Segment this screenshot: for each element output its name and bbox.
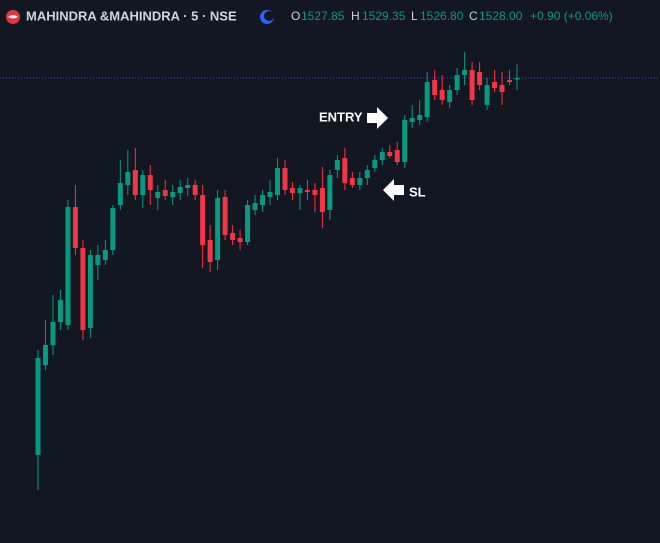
- low-value: 1526.80: [420, 9, 464, 23]
- candle-body: [50, 322, 56, 345]
- candle-body: [162, 190, 168, 196]
- candle-body: [364, 170, 370, 178]
- candle-body: [177, 187, 183, 193]
- candle-body: [297, 188, 303, 193]
- candle-body: [87, 255, 93, 328]
- candle-body: [185, 185, 191, 188]
- candle-body: [409, 118, 415, 122]
- open-value: 1527.85: [301, 9, 345, 23]
- candle-body: [237, 238, 243, 242]
- candle-body: [507, 80, 513, 82]
- candle-body: [439, 90, 445, 100]
- candle-body: [319, 188, 325, 212]
- candle-body: [267, 192, 273, 197]
- change-value: +0.90 (+0.06%): [530, 9, 613, 23]
- candle-body: [372, 160, 378, 168]
- symbol-title: MAHINDRA &MAHINDRA · 5 · NSE: [26, 8, 237, 23]
- candle-body: [245, 205, 251, 242]
- candle-body: [312, 190, 318, 195]
- candle-body: [499, 85, 505, 92]
- candle-body: [80, 248, 86, 330]
- candle-body: [432, 80, 438, 95]
- high-value: 1529.35: [362, 9, 406, 23]
- candle-body: [170, 192, 176, 197]
- candle-body: [469, 70, 475, 100]
- candle-body: [334, 160, 340, 170]
- close-value: 1528.00: [479, 9, 523, 23]
- sl-label: SL: [409, 184, 426, 199]
- candle-body: [117, 183, 123, 205]
- low-label: L: [411, 9, 418, 23]
- candle-body: [394, 150, 400, 162]
- candle-body: [402, 120, 408, 162]
- candle-body: [304, 190, 310, 192]
- candle-body: [260, 195, 266, 205]
- candle-body: [35, 358, 41, 455]
- candle-body: [484, 85, 490, 105]
- candle-body: [95, 255, 101, 265]
- candle-body: [140, 175, 146, 195]
- candle-body: [424, 82, 430, 117]
- candle-body: [200, 195, 206, 245]
- candle-body: [192, 185, 198, 195]
- candle-body: [222, 197, 228, 235]
- sl-arrow: [383, 179, 404, 201]
- high-label: H: [351, 9, 360, 23]
- candle-body: [102, 250, 108, 260]
- candle-body: [132, 170, 138, 195]
- candle-body: [110, 208, 116, 250]
- candle-body: [147, 175, 153, 190]
- candle-body: [327, 175, 333, 210]
- candle-body: [492, 82, 498, 88]
- market-status-icon-moon: [264, 11, 274, 21]
- candle-body: [342, 158, 348, 183]
- candle-body: [454, 75, 460, 90]
- candle-body: [387, 152, 393, 156]
- candle-body: [462, 70, 468, 75]
- candle-body: [252, 203, 258, 210]
- entry-arrow: [367, 107, 388, 129]
- entry-label: ENTRY: [319, 109, 363, 124]
- candle-body: [282, 168, 288, 190]
- candle-body: [125, 172, 131, 185]
- candle-body: [215, 198, 221, 260]
- close-label: C: [469, 9, 478, 23]
- candle-body: [447, 90, 453, 102]
- candle-body: [477, 72, 483, 85]
- candle-body: [357, 178, 363, 185]
- candle-body: [379, 152, 385, 160]
- candle-body: [72, 207, 78, 248]
- candle-body: [417, 115, 423, 120]
- candle-body: [65, 207, 71, 325]
- candle-body: [349, 178, 355, 185]
- candle-body: [275, 168, 280, 195]
- candle-body: [57, 300, 63, 322]
- open-label: O: [291, 9, 300, 23]
- candle-body: [514, 78, 520, 80]
- candle-body: [207, 240, 213, 262]
- candle-body: [230, 233, 236, 240]
- candle-body: [42, 345, 48, 365]
- candle-body: [155, 192, 161, 198]
- plot-area: [0, 52, 660, 490]
- candle-body: [289, 188, 295, 193]
- logo-mark: [8, 15, 18, 19]
